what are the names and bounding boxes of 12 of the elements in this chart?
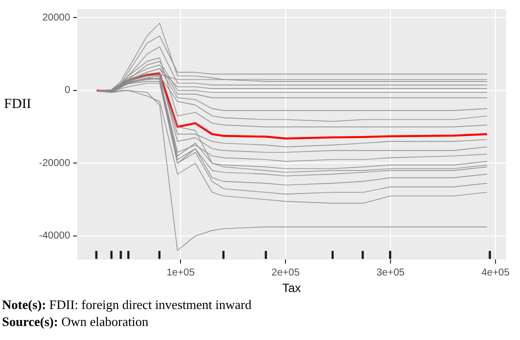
x-axis-title: Tax [282, 281, 301, 296]
y-axis-title: FDII [4, 96, 32, 112]
text: Note(s): FDII: foreign direct investment inward [2, 296, 252, 313]
y-tick-label: -40000 [38, 230, 71, 242]
y-tick-label: -20000 [38, 158, 71, 169]
x-tick-label: 2e+05 [272, 267, 300, 278]
x-tick-label: 3e+05 [376, 267, 406, 278]
y-tick-label: 20000 [42, 12, 71, 24]
x-tick-label: 4e+05 [481, 267, 510, 278]
x-tick-label: 1e+05 [166, 267, 196, 278]
y-tick-label: 0 [64, 85, 71, 96]
source-note: Source(s): Own elaboration [2, 313, 150, 330]
